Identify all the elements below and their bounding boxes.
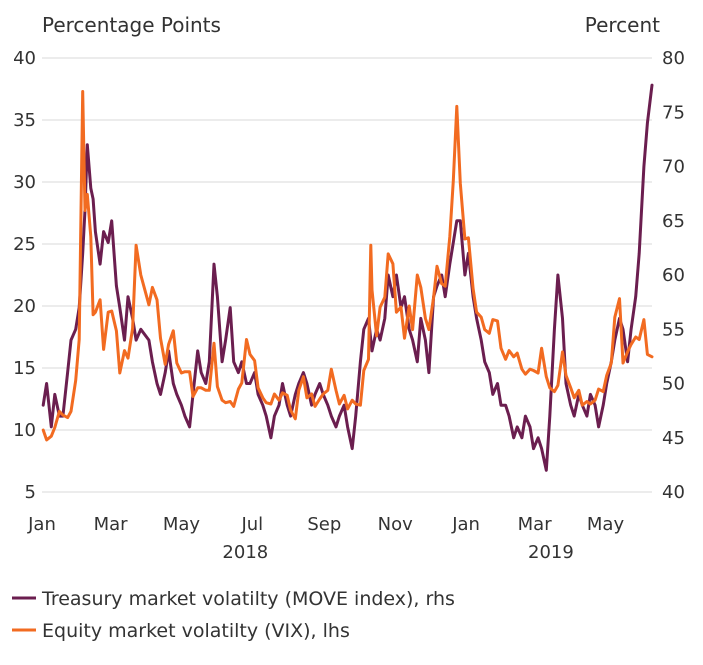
legend-label: Equity market volatilty (VIX), lhs <box>42 620 350 642</box>
left-tick-label: 30 <box>13 172 36 193</box>
x-tick-label: May <box>587 514 625 535</box>
left-tick-label: 25 <box>13 234 36 255</box>
x-tick-label: Mar <box>94 514 129 535</box>
right-tick-label: 80 <box>662 48 685 69</box>
left-axis-title: Percentage Points <box>42 13 221 37</box>
right-tick-label: 60 <box>662 265 685 286</box>
right-axis-ticks: 40 45 50 55 60 65 70 75 80 <box>662 48 685 503</box>
right-tick-label: 50 <box>662 374 685 395</box>
right-tick-label: 70 <box>662 157 685 178</box>
right-tick-label: 45 <box>662 428 685 449</box>
left-tick-label: 20 <box>13 296 36 317</box>
left-tick-label: 10 <box>13 420 36 441</box>
year-label: 2018 <box>222 542 268 563</box>
left-tick-label: 40 <box>13 48 36 69</box>
right-tick-label: 40 <box>662 482 685 503</box>
x-axis-ticks: Jan Mar May Jul Sep Nov Jan Mar May 2018 2019 <box>27 514 624 563</box>
x-tick-label: Mar <box>518 514 553 535</box>
vix-line <box>41 90 654 442</box>
right-tick-label: 65 <box>662 211 685 232</box>
x-tick-label: Jan <box>451 514 480 535</box>
right-tick-label: 55 <box>662 319 685 340</box>
gridlines <box>42 57 652 493</box>
x-tick-label: Jan <box>27 514 56 535</box>
x-tick-label: May <box>163 514 201 535</box>
left-axis-ticks: 5 10 15 20 25 30 35 40 <box>13 48 36 503</box>
move-index-line <box>41 83 654 472</box>
x-tick-label: Jul <box>240 514 263 535</box>
legend: Treasury market volatilty (MOVE index), … <box>12 588 455 642</box>
left-tick-label: 15 <box>13 358 36 379</box>
right-tick-label: 75 <box>662 102 685 123</box>
left-tick-label: 5 <box>25 482 36 503</box>
right-axis-title: Percent <box>585 13 660 37</box>
x-tick-label: Sep <box>307 514 341 535</box>
left-tick-label: 35 <box>13 110 36 131</box>
year-label: 2019 <box>528 542 574 563</box>
legend-label: Treasury market volatilty (MOVE index), … <box>41 588 455 610</box>
x-tick-label: Nov <box>378 514 413 535</box>
series-lines <box>41 83 654 472</box>
